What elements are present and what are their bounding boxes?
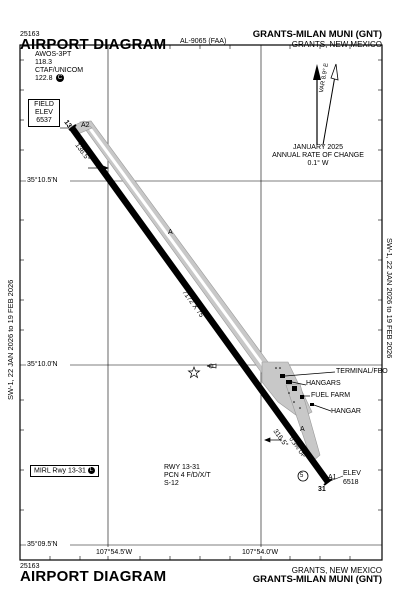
procedure-number-bottom: 25163 [20,563,40,570]
location-bottom: GRANTS, NEW MEXICO [291,566,382,575]
awos-frequency: 118.3 [35,59,52,66]
elev-leader-31 [329,475,344,482]
taxiway-a-label-2: A [300,426,305,433]
taxiway-a [79,120,285,389]
threshold-13 [68,124,77,131]
taxiway-a2-label: A2 [81,122,90,129]
taxiway-connector-31 [285,383,321,463]
lat-label-2: 35°10.0'N [27,361,58,368]
runway-info-line1: RWY 13-31 [164,464,200,471]
dots-apron [275,367,301,409]
airport-name-top: GRANTS-MILAN MUNI (GNT) [252,29,382,40]
taxiway-a-label: A [168,229,173,236]
facility-leaders [284,371,336,412]
side-text-right: SW-1, 22 JAN 2026 to 19 FEB 2026 [385,238,394,359]
page-title-bottom: AIRPORT DIAGRAM [20,568,167,585]
hold-symbol-label: 5 [300,473,304,479]
ctaf-label: CTAF/UNICOM [35,67,84,74]
procedure-number-top: 25163 [20,31,40,38]
field-elev-value: 6537 [36,117,52,124]
terminal-fbo-label: TERMINAL/FBO [336,368,388,375]
chart-frame [19,44,383,561]
runway-13-31 [69,126,331,484]
lat-lon-grid [20,45,382,560]
runway-info-line3: S-12 [164,480,179,487]
facility-buildings [280,374,314,406]
end-31-elev-label: ELEV [343,470,361,477]
hangar-label: HANGAR [331,408,361,415]
end-31-elev-value: 6518 [343,479,359,486]
ctaf-symbol-icon: C [56,74,64,82]
ctaf-frequency: 122.8 [35,75,53,82]
chart-id: AL-9065 (FAA) [180,38,227,45]
lon-label-2: 107°54.0'W [242,549,279,556]
north-arrow-icon [313,63,339,146]
mirl-label: MIRL Rwy 13-31 [34,467,86,475]
taxiway-a1-label: A1 [328,474,337,481]
field-elevation-box: FIELD ELEV 6537 [28,99,60,127]
page-title-top: AIRPORT DIAGRAM [20,36,167,53]
mirl-box: MIRL Rwy 13-31 L [30,465,99,478]
lat-label-1: 35°10.5'N [27,177,58,184]
field-elev-line1: FIELD [34,101,54,108]
hold-symbol-31 [297,470,309,482]
frame-ticks [20,45,382,560]
hangars-label: HANGARS [306,380,341,387]
lat-label-3: 35°09.5'N [27,541,58,548]
var-change-label: ANNUAL RATE OF CHANGE [272,152,364,159]
beacon-icon [187,366,201,379]
runway-end-31-label: 31 [318,486,326,493]
airport-name-bottom: GRANTS-MILAN MUNI (GNT) [252,574,382,585]
var-change-value: 0.1° W [307,160,329,167]
threshold-31 [323,478,333,486]
lon-label-1: 107°54.5'W [96,549,133,556]
field-elev-line2: ELEV [35,109,53,116]
location-top: GRANTS, NEW MEXICO [291,40,382,49]
runway-info-line2: PCN 4 F/D/X/T [164,472,211,479]
side-text-left: SW-1, 22 JAN 2026 to 19 FEB 2026 [6,279,15,400]
var-date: JANUARY 2025 [293,144,343,151]
awos-label: AWOS-3PT [35,51,72,58]
windcone-icon [206,363,217,369]
heading-arrows [88,165,282,443]
mirl-symbol-icon: L [87,467,95,474]
fuel-farm-label: FUEL FARM [311,392,351,399]
